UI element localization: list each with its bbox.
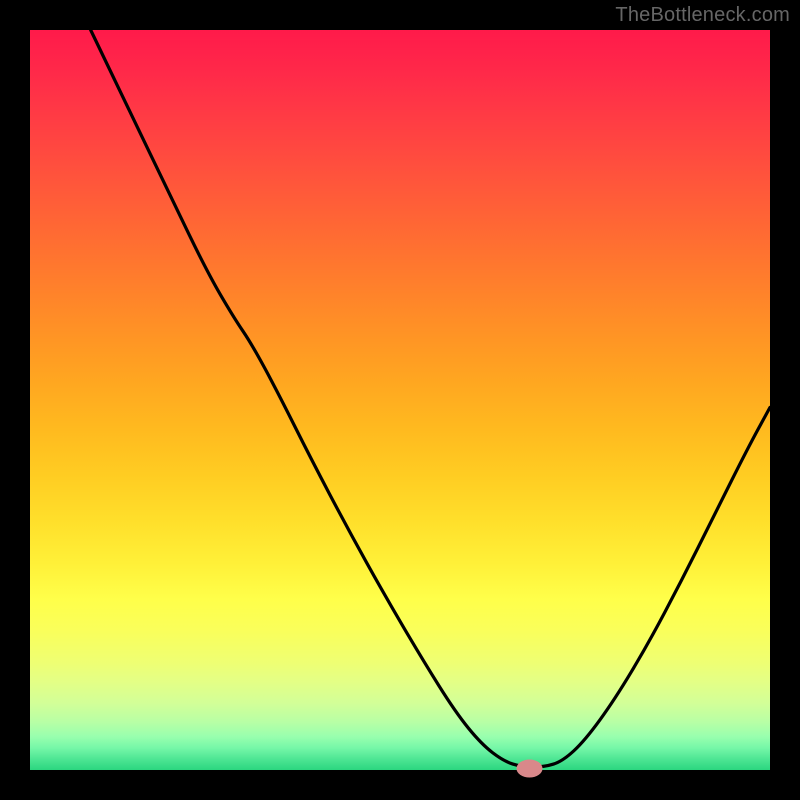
chart-plot-area: [30, 30, 770, 770]
optimal-marker: [517, 760, 543, 778]
watermark-text: TheBottleneck.com: [615, 4, 790, 27]
bottleneck-chart: [0, 0, 800, 800]
